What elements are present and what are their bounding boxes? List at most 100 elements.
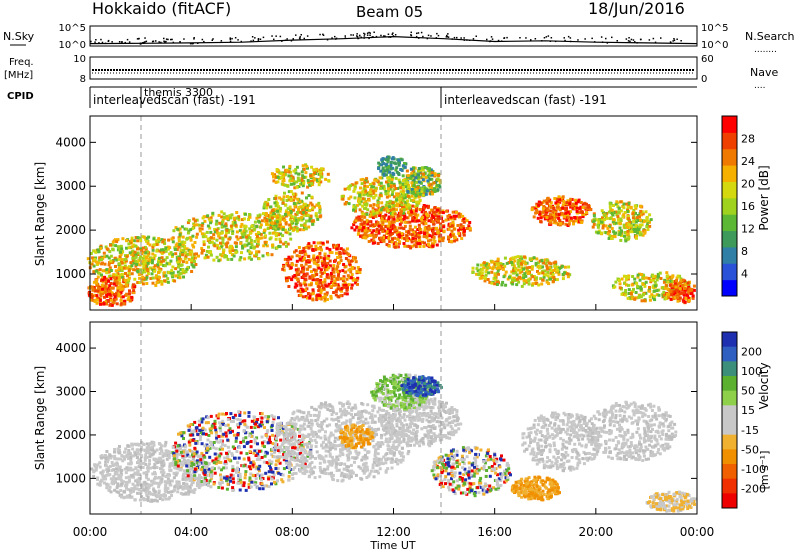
power-cell [231, 232, 235, 235]
power-cell [195, 232, 199, 236]
power-cell [522, 273, 525, 277]
power-cell [330, 281, 334, 284]
velocity-cell [145, 442, 149, 446]
power-cell [144, 277, 148, 281]
power-cell [231, 223, 235, 227]
power-cell [410, 194, 414, 198]
power-cell [177, 237, 181, 241]
power-cell [393, 236, 397, 240]
power-cell [653, 274, 657, 278]
power-cell [316, 258, 320, 262]
power-cell [314, 244, 318, 248]
nsky-point [627, 40, 630, 42]
power-cell [90, 294, 94, 298]
power-cell [442, 225, 446, 229]
power-cell [406, 207, 409, 211]
power-cell [320, 167, 324, 171]
power-cell [255, 216, 259, 220]
power-cell [397, 161, 401, 165]
power-cell [152, 266, 156, 269]
power-cell [146, 241, 150, 245]
power-scatter [86, 155, 696, 307]
power-cell [673, 281, 677, 285]
power-cell [592, 222, 596, 226]
power-cell [302, 175, 306, 179]
power-cell [208, 218, 212, 222]
power-cell [140, 271, 144, 275]
velocity-cell [157, 442, 161, 445]
velocity-cell [112, 463, 116, 467]
power-cell [151, 248, 155, 252]
power-cell [426, 167, 430, 171]
nsky-point [418, 37, 420, 39]
power-cell [487, 263, 491, 266]
power-cell [565, 218, 569, 222]
power-cell [558, 200, 562, 204]
nsky-point [303, 37, 305, 40]
nsky-point [295, 34, 297, 36]
power-cell [579, 205, 583, 209]
power-cell [371, 233, 375, 237]
power-cell [650, 293, 654, 297]
power-cell [239, 241, 243, 245]
nsky-point [350, 34, 352, 36]
power-cell [235, 216, 239, 220]
power-cell [354, 218, 358, 222]
velocity-cell [129, 489, 132, 493]
power-cell [449, 222, 453, 226]
power-cell [681, 283, 685, 287]
power-cell [671, 290, 675, 294]
power-cell [640, 273, 643, 276]
power-cell [555, 197, 559, 201]
power-cell [177, 245, 181, 249]
power-cell [325, 291, 329, 295]
nsky-point [673, 39, 676, 42]
power-cell [394, 176, 398, 180]
nsky-point [490, 36, 493, 38]
power-cell [300, 170, 304, 174]
power-cell [367, 198, 371, 202]
power-cell [422, 222, 426, 226]
power-cell [303, 288, 307, 292]
power-cell [398, 198, 402, 202]
power-cell [90, 285, 94, 289]
power-cell [159, 262, 163, 266]
power-cell [605, 231, 608, 235]
power-cell [369, 191, 373, 194]
power-cell [266, 203, 270, 207]
power-cell [483, 279, 487, 283]
power-cell [616, 215, 620, 219]
power-cell [391, 190, 395, 194]
power-cell [496, 264, 500, 268]
power-cell [293, 250, 296, 254]
power-cell [100, 289, 104, 293]
power-cell [258, 236, 262, 240]
power-cell [173, 246, 177, 250]
velocity-cell [113, 488, 117, 492]
power-cell [530, 267, 534, 271]
nsky-point [352, 34, 354, 36]
power-cell [359, 234, 363, 238]
power-cell [635, 228, 639, 232]
power-cell [399, 219, 403, 223]
power-cell [288, 166, 292, 170]
power-cell [666, 277, 670, 281]
velocity-cell [132, 475, 136, 479]
power-cell [424, 204, 428, 208]
power-cell [131, 249, 135, 253]
power-cell [133, 277, 137, 281]
power-cell [411, 169, 415, 173]
power-cell [610, 227, 614, 230]
power-cell [223, 224, 227, 228]
power-cell [117, 292, 121, 296]
power-cell [309, 292, 313, 296]
power-cell [227, 230, 230, 234]
power-cell [270, 253, 274, 257]
power-cell [634, 206, 638, 210]
power-cell [566, 272, 570, 276]
nsky-point [491, 38, 494, 40]
power-cell [371, 209, 375, 213]
power-cell [328, 264, 332, 268]
power-cell [449, 215, 453, 219]
power-cell [304, 211, 308, 215]
